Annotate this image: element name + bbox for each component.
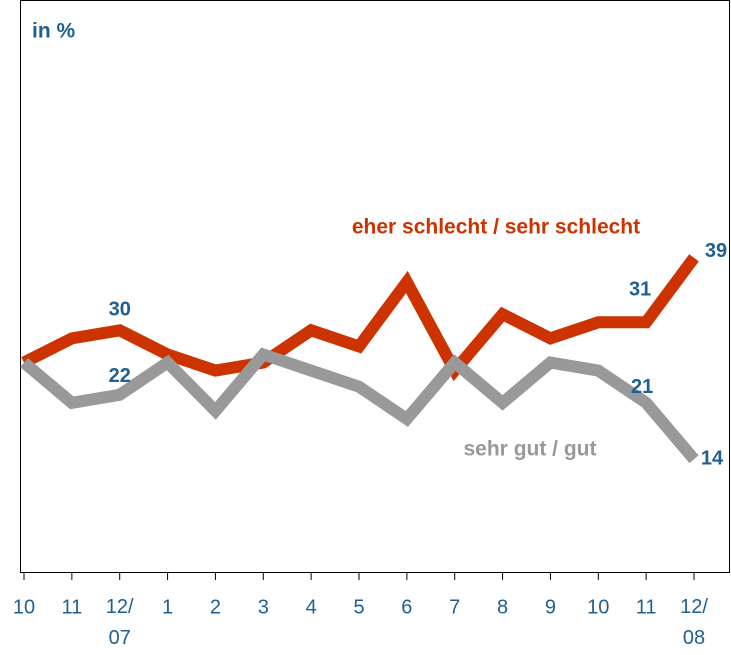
data-label: 21 <box>631 376 653 398</box>
x-tick-label: 4 <box>306 596 317 618</box>
data-label: 31 <box>629 279 651 301</box>
series-label: eher schlecht / sehr schlecht <box>352 216 640 239</box>
x-tick-label: 12/07 <box>106 596 134 649</box>
data-label: 22 <box>109 365 131 387</box>
data-label: 39 <box>705 240 727 262</box>
x-tick-label: 8 <box>497 596 508 618</box>
x-tick-label: 11 <box>636 596 657 618</box>
x-tick-label: 6 <box>401 596 412 618</box>
y-axis-label: in % <box>32 20 75 43</box>
data-label: 14 <box>701 447 724 469</box>
x-tick-label: 9 <box>545 596 556 618</box>
x-tick-label: 7 <box>449 596 460 618</box>
x-tick-label: 11 <box>61 596 82 618</box>
x-tick-label: 10 <box>587 596 609 618</box>
series-label: sehr gut / gut <box>464 438 597 461</box>
data-label: 30 <box>109 299 131 321</box>
x-tick-label: 3 <box>258 596 269 618</box>
series-line <box>20 347 699 464</box>
series-line <box>21 254 699 382</box>
x-tick-label: 5 <box>353 596 364 618</box>
x-tick-label: 2 <box>210 596 221 618</box>
x-tick-label: 12/08 <box>680 596 708 649</box>
x-tick-label: 10 <box>13 596 35 618</box>
x-tick-label: 1 <box>162 596 173 618</box>
plot-frame <box>20 0 730 573</box>
